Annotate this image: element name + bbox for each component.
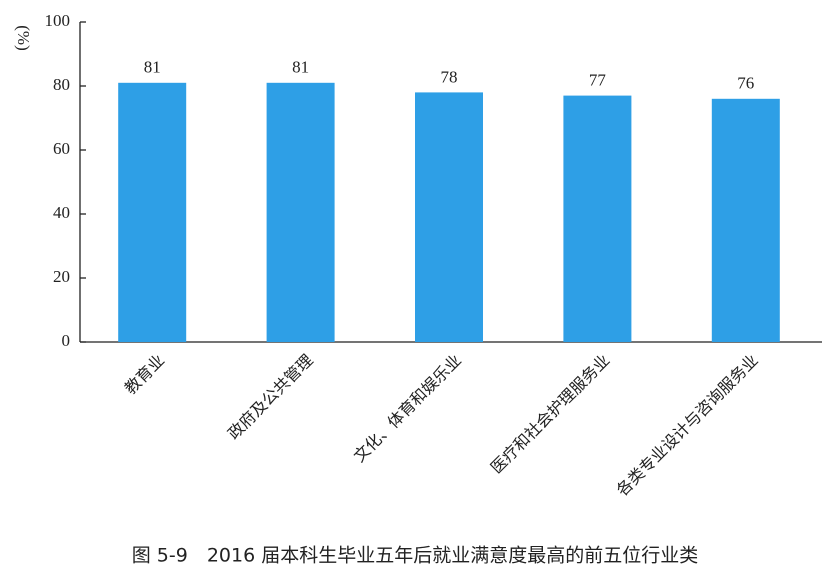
y-tick-label: 100 bbox=[45, 11, 71, 30]
bar bbox=[266, 82, 335, 343]
bar bbox=[711, 98, 780, 342]
caption: 图 5-9 2016 届本科生毕业五年后就业满意度最高的前五位行业类 bbox=[132, 545, 698, 567]
y-tick-label: 60 bbox=[53, 139, 70, 158]
x-tick-label: 政府及公共管理 bbox=[224, 351, 317, 444]
value-label: 81 bbox=[292, 58, 309, 77]
value-label: 81 bbox=[144, 58, 161, 77]
x-tick-label: 医疗和社会护理服务业 bbox=[487, 351, 614, 478]
value-label: 76 bbox=[737, 74, 754, 93]
x-tick-label: 各类专业设计与咨询服务业 bbox=[613, 351, 762, 500]
y-tick-label: 40 bbox=[53, 203, 70, 222]
y-tick-label: 20 bbox=[53, 267, 70, 286]
bar bbox=[415, 92, 483, 343]
x-tick-label: 教育业 bbox=[121, 351, 168, 398]
y-tick-label: 0 bbox=[62, 331, 71, 350]
y-tick-label: 80 bbox=[53, 75, 70, 94]
value-label: 77 bbox=[589, 71, 607, 90]
y-axis-label: (%) bbox=[14, 25, 33, 50]
bar bbox=[118, 82, 187, 343]
bar bbox=[563, 95, 632, 342]
x-tick-label: 文化、体育和娱乐业 bbox=[350, 351, 465, 466]
value-label: 78 bbox=[441, 67, 458, 86]
